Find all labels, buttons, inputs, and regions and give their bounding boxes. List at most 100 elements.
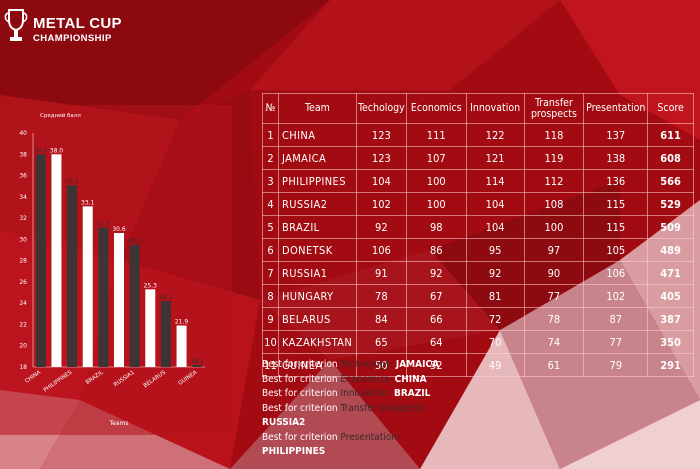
table-row: 6 DONETSK 106 86 95 97 105 489 — [262, 238, 694, 262]
table-cell: 78 — [355, 284, 407, 308]
score-cell: 566 — [647, 169, 694, 193]
best-item: Best for criterion Transfer prospects: R… — [262, 402, 462, 431]
best-team: RUSSIA2 — [262, 417, 306, 428]
best-prefix: Best for criterion — [262, 431, 341, 443]
team-cell: DONETSK — [277, 238, 357, 262]
best-team: PHILIPPINES — [262, 446, 326, 457]
table-cell: 66 — [405, 307, 467, 331]
table-cell: 115 — [583, 192, 649, 216]
score-cell: 350 — [647, 330, 694, 354]
table-row: 2 JAMAICA 123 107 121 119 138 608 — [262, 146, 694, 170]
bar-brazil — [98, 227, 109, 367]
bar-value-label: 38.0 — [50, 147, 64, 154]
bar-value-label: 33.1 — [81, 199, 95, 206]
table-cell: 6 — [262, 238, 279, 262]
bar-value-label: 18.2 — [191, 358, 205, 365]
y-tick-label: 26 — [19, 279, 27, 286]
column-header: № — [262, 93, 279, 124]
table-cell: 91 — [355, 261, 407, 285]
table-cell: 87 — [583, 307, 649, 331]
column-header: Score — [647, 93, 694, 124]
table-cell: 77 — [583, 330, 649, 354]
table-cell: 105 — [583, 238, 649, 262]
table-cell: 138 — [583, 146, 649, 170]
table-cell: 64 — [405, 330, 467, 354]
table-cell: 49 — [465, 353, 525, 377]
team-cell: RUSSIA2 — [277, 192, 357, 216]
table-row: 7 RUSSIA1 91 92 92 90 106 471 — [262, 261, 694, 285]
table-cell: 92 — [355, 215, 407, 239]
score-cell: 529 — [647, 192, 694, 216]
results-table: № Team Techology Economics Innovation Transfe… — [262, 93, 694, 377]
y-tick-label: 36 — [19, 173, 27, 180]
team-cell: GUINEA — [277, 353, 357, 377]
bar-china — [35, 154, 46, 367]
bar-value-label: 30.6 — [112, 226, 126, 233]
score-cell: 291 — [647, 353, 694, 377]
bar-hungary — [145, 289, 156, 367]
table-cell: 100 — [405, 169, 467, 193]
bar-philippines — [67, 185, 78, 367]
best-prefix: Best for criterion — [262, 388, 341, 399]
score-cell: 489 — [647, 238, 694, 262]
average-score-chart: Средний балл 18 20 22 24 26 28 30 32 34 36 38 40 38.0… — [0, 105, 232, 435]
bar-guinea — [192, 364, 203, 367]
team-cell: KAZAKHSTAN — [277, 330, 357, 354]
table-cell: 114 — [465, 169, 525, 193]
table-cell: 106 — [583, 261, 649, 285]
table-cell: 107 — [405, 146, 467, 170]
table-row: 8 HUNGARY 78 67 81 77 102 405 — [262, 284, 694, 308]
y-tick-label: 40 — [19, 130, 27, 137]
table-cell: 74 — [523, 330, 585, 354]
score-cell: 509 — [647, 215, 694, 239]
table-cell: 92 — [465, 261, 525, 285]
table-cell: 118 — [523, 123, 585, 147]
table-cell: 2 — [262, 146, 279, 170]
table-cell: 79 — [583, 353, 649, 377]
x-axis-label: Teams — [109, 420, 129, 427]
best-item: Best for criterion Economics: CHINA — [262, 373, 462, 388]
table-cell: 65 — [355, 330, 407, 354]
best-criterion: Economics: — [340, 373, 395, 385]
y-tick-label: 28 — [19, 258, 27, 265]
table-cell: 104 — [465, 215, 525, 239]
table-cell: 115 — [583, 215, 649, 239]
best-criterion: Technology: — [340, 359, 396, 370]
team-cell: CHINA — [277, 123, 357, 147]
y-tick-label: 18 — [19, 364, 27, 371]
y-tick-label: 22 — [19, 321, 27, 328]
bar-russia2 — [82, 206, 93, 367]
table-row: 9 BELARUS 84 66 72 78 87 387 — [262, 307, 694, 331]
table-cell: 90 — [523, 261, 585, 285]
best-team: BRAZIL — [393, 388, 431, 399]
column-header: Transfer prospects — [523, 93, 585, 124]
bar-value-label: 38.0 — [34, 147, 48, 154]
table-cell: 98 — [405, 215, 467, 239]
table-cell: 70 — [465, 330, 525, 354]
column-header: Team — [277, 93, 357, 124]
table-header-row: № Team Techology Economics Innovation Transfe… — [262, 93, 694, 124]
table-cell: 86 — [405, 238, 467, 262]
y-tick-label: 24 — [19, 300, 27, 307]
best-prefix: Best for criterion — [262, 373, 341, 385]
score-cell: 387 — [647, 307, 694, 331]
bar-value-label: 35.1 — [65, 178, 79, 185]
table-cell: 112 — [523, 169, 585, 193]
table-cell: 5 — [262, 215, 279, 239]
championship-logo: METAL CUP CHAMPIONSHIP — [4, 6, 134, 46]
table-cell: 8 — [262, 284, 279, 308]
team-cell: JAMAICA — [277, 146, 357, 170]
table-cell: 61 — [523, 353, 585, 377]
table-cell: 10 — [262, 330, 279, 354]
table-cell: 106 — [355, 238, 407, 262]
score-cell: 608 — [647, 146, 694, 170]
best-prefix: Best for criterion — [262, 402, 341, 414]
score-cell: 611 — [647, 123, 694, 147]
table-cell: 92 — [405, 261, 467, 285]
best-team: CHINA — [394, 373, 427, 385]
table-cell: 77 — [523, 284, 585, 308]
table-cell: 104 — [465, 192, 525, 216]
trophy-icon — [4, 9, 28, 41]
table-cell: 119 — [523, 146, 585, 170]
y-tick-label: 34 — [19, 194, 27, 201]
